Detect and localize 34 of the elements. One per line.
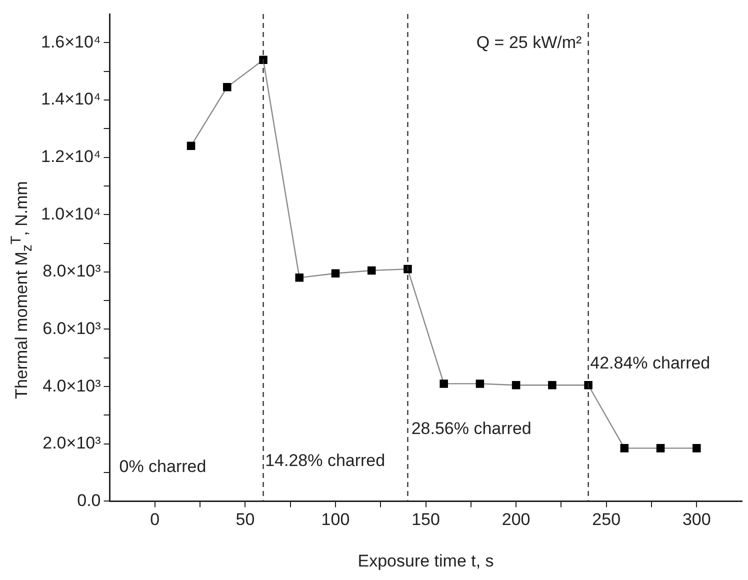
y-tick-label: 2.0×10³ — [42, 434, 102, 453]
y-tick-label: 1.0×10⁴ — [40, 204, 101, 224]
point — [295, 274, 304, 282]
x-tick-label: 50 — [236, 510, 255, 530]
point — [331, 269, 340, 278]
point — [548, 380, 556, 390]
point — [656, 444, 665, 452]
point — [476, 380, 484, 388]
point — [512, 380, 520, 390]
y-tick-label: 0.0 — [77, 490, 101, 510]
x-tick-label: 250 — [592, 510, 621, 530]
annotation: Q = 25 kW/m² — [476, 32, 582, 52]
y-tick-label: 1.6×10⁴ — [40, 32, 101, 52]
point — [367, 266, 376, 275]
x-axis-title: Exposure time t, s — [358, 551, 494, 570]
point — [620, 444, 629, 452]
annotation: 14.28% charred — [265, 450, 386, 470]
x-tick-label: 0 — [150, 510, 160, 530]
x-tick-label: 100 — [321, 510, 350, 530]
annotation: 28.56% charred — [411, 419, 532, 438]
point — [186, 142, 196, 150]
y-tick-label: 8.0×10³ — [42, 262, 102, 281]
x-tick-label: 300 — [682, 510, 711, 530]
annotation: 42.84% charred — [590, 353, 710, 372]
y-tick-label: 1.4×10⁴ — [40, 90, 101, 109]
annotation: 0% charred — [119, 456, 206, 476]
x-tick-label: 200 — [502, 510, 530, 530]
point — [223, 82, 232, 92]
y-tick-label: 4.0×10³ — [42, 376, 102, 396]
point — [692, 444, 701, 452]
x-tick-label: 150 — [412, 510, 440, 530]
point — [440, 380, 448, 388]
y-tick-label: 1.2×10⁴ — [40, 146, 101, 166]
y-tick-label: 6.0×10³ — [42, 318, 102, 338]
